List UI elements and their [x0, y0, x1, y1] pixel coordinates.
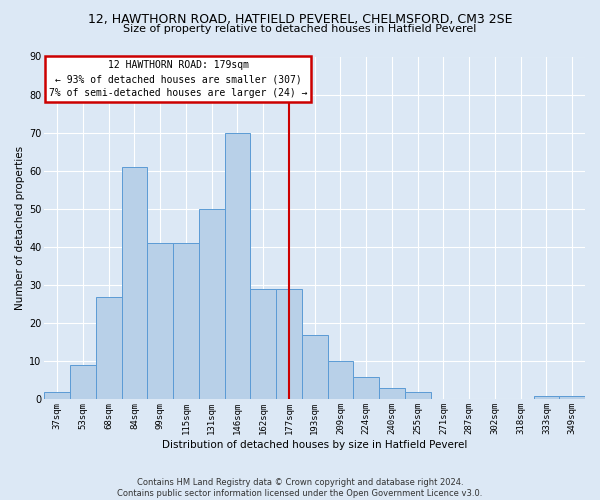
Bar — [276, 289, 302, 400]
Bar — [353, 376, 379, 400]
Bar — [224, 132, 250, 400]
Y-axis label: Number of detached properties: Number of detached properties — [15, 146, 25, 310]
Bar — [533, 396, 559, 400]
Bar — [173, 243, 199, 400]
Bar — [379, 388, 405, 400]
Text: Size of property relative to detached houses in Hatfield Peverel: Size of property relative to detached ho… — [124, 24, 476, 34]
Bar — [96, 296, 122, 400]
Bar — [148, 243, 173, 400]
Text: Contains HM Land Registry data © Crown copyright and database right 2024.
Contai: Contains HM Land Registry data © Crown c… — [118, 478, 482, 498]
Bar — [44, 392, 70, 400]
Bar — [250, 289, 276, 400]
Text: 12, HAWTHORN ROAD, HATFIELD PEVEREL, CHELMSFORD, CM3 2SE: 12, HAWTHORN ROAD, HATFIELD PEVEREL, CHE… — [88, 12, 512, 26]
X-axis label: Distribution of detached houses by size in Hatfield Peverel: Distribution of detached houses by size … — [162, 440, 467, 450]
Text: 12 HAWTHORN ROAD: 179sqm
← 93% of detached houses are smaller (307)
7% of semi-d: 12 HAWTHORN ROAD: 179sqm ← 93% of detach… — [49, 60, 307, 98]
Bar — [328, 362, 353, 400]
Bar — [122, 167, 148, 400]
Bar — [302, 334, 328, 400]
Bar — [70, 365, 96, 400]
Bar — [405, 392, 431, 400]
Bar — [199, 209, 224, 400]
Bar — [559, 396, 585, 400]
